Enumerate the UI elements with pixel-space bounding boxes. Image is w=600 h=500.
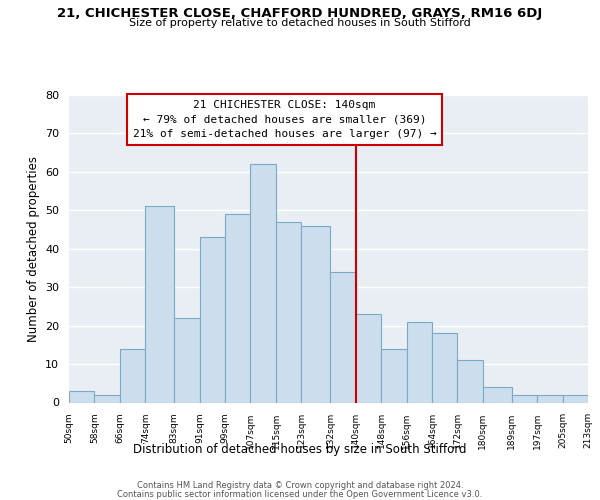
Bar [94, 395, 120, 402]
Bar [145, 206, 174, 402]
Bar [512, 395, 537, 402]
Bar [407, 322, 432, 402]
Bar [537, 395, 563, 402]
Bar [330, 272, 356, 402]
Bar [563, 395, 588, 402]
Y-axis label: Number of detached properties: Number of detached properties [26, 156, 40, 342]
Bar [483, 387, 512, 402]
Bar [356, 314, 381, 402]
Text: Size of property relative to detached houses in South Stifford: Size of property relative to detached ho… [129, 18, 471, 28]
Text: Contains HM Land Registry data © Crown copyright and database right 2024.: Contains HM Land Registry data © Crown c… [137, 481, 463, 490]
Bar [174, 318, 200, 402]
Bar [120, 348, 145, 403]
Text: Contains public sector information licensed under the Open Government Licence v3: Contains public sector information licen… [118, 490, 482, 499]
Bar [457, 360, 483, 403]
Bar [225, 214, 250, 402]
Text: Distribution of detached houses by size in South Stifford: Distribution of detached houses by size … [133, 442, 467, 456]
Bar [432, 334, 457, 402]
Bar [69, 391, 94, 402]
Text: 21, CHICHESTER CLOSE, CHAFFORD HUNDRED, GRAYS, RM16 6DJ: 21, CHICHESTER CLOSE, CHAFFORD HUNDRED, … [58, 8, 542, 20]
Bar [276, 222, 301, 402]
Bar [301, 226, 330, 402]
Bar [200, 237, 225, 402]
Bar [250, 164, 276, 402]
Text: 21 CHICHESTER CLOSE: 140sqm
← 79% of detached houses are smaller (369)
21% of se: 21 CHICHESTER CLOSE: 140sqm ← 79% of det… [133, 100, 436, 139]
Bar [381, 348, 407, 403]
